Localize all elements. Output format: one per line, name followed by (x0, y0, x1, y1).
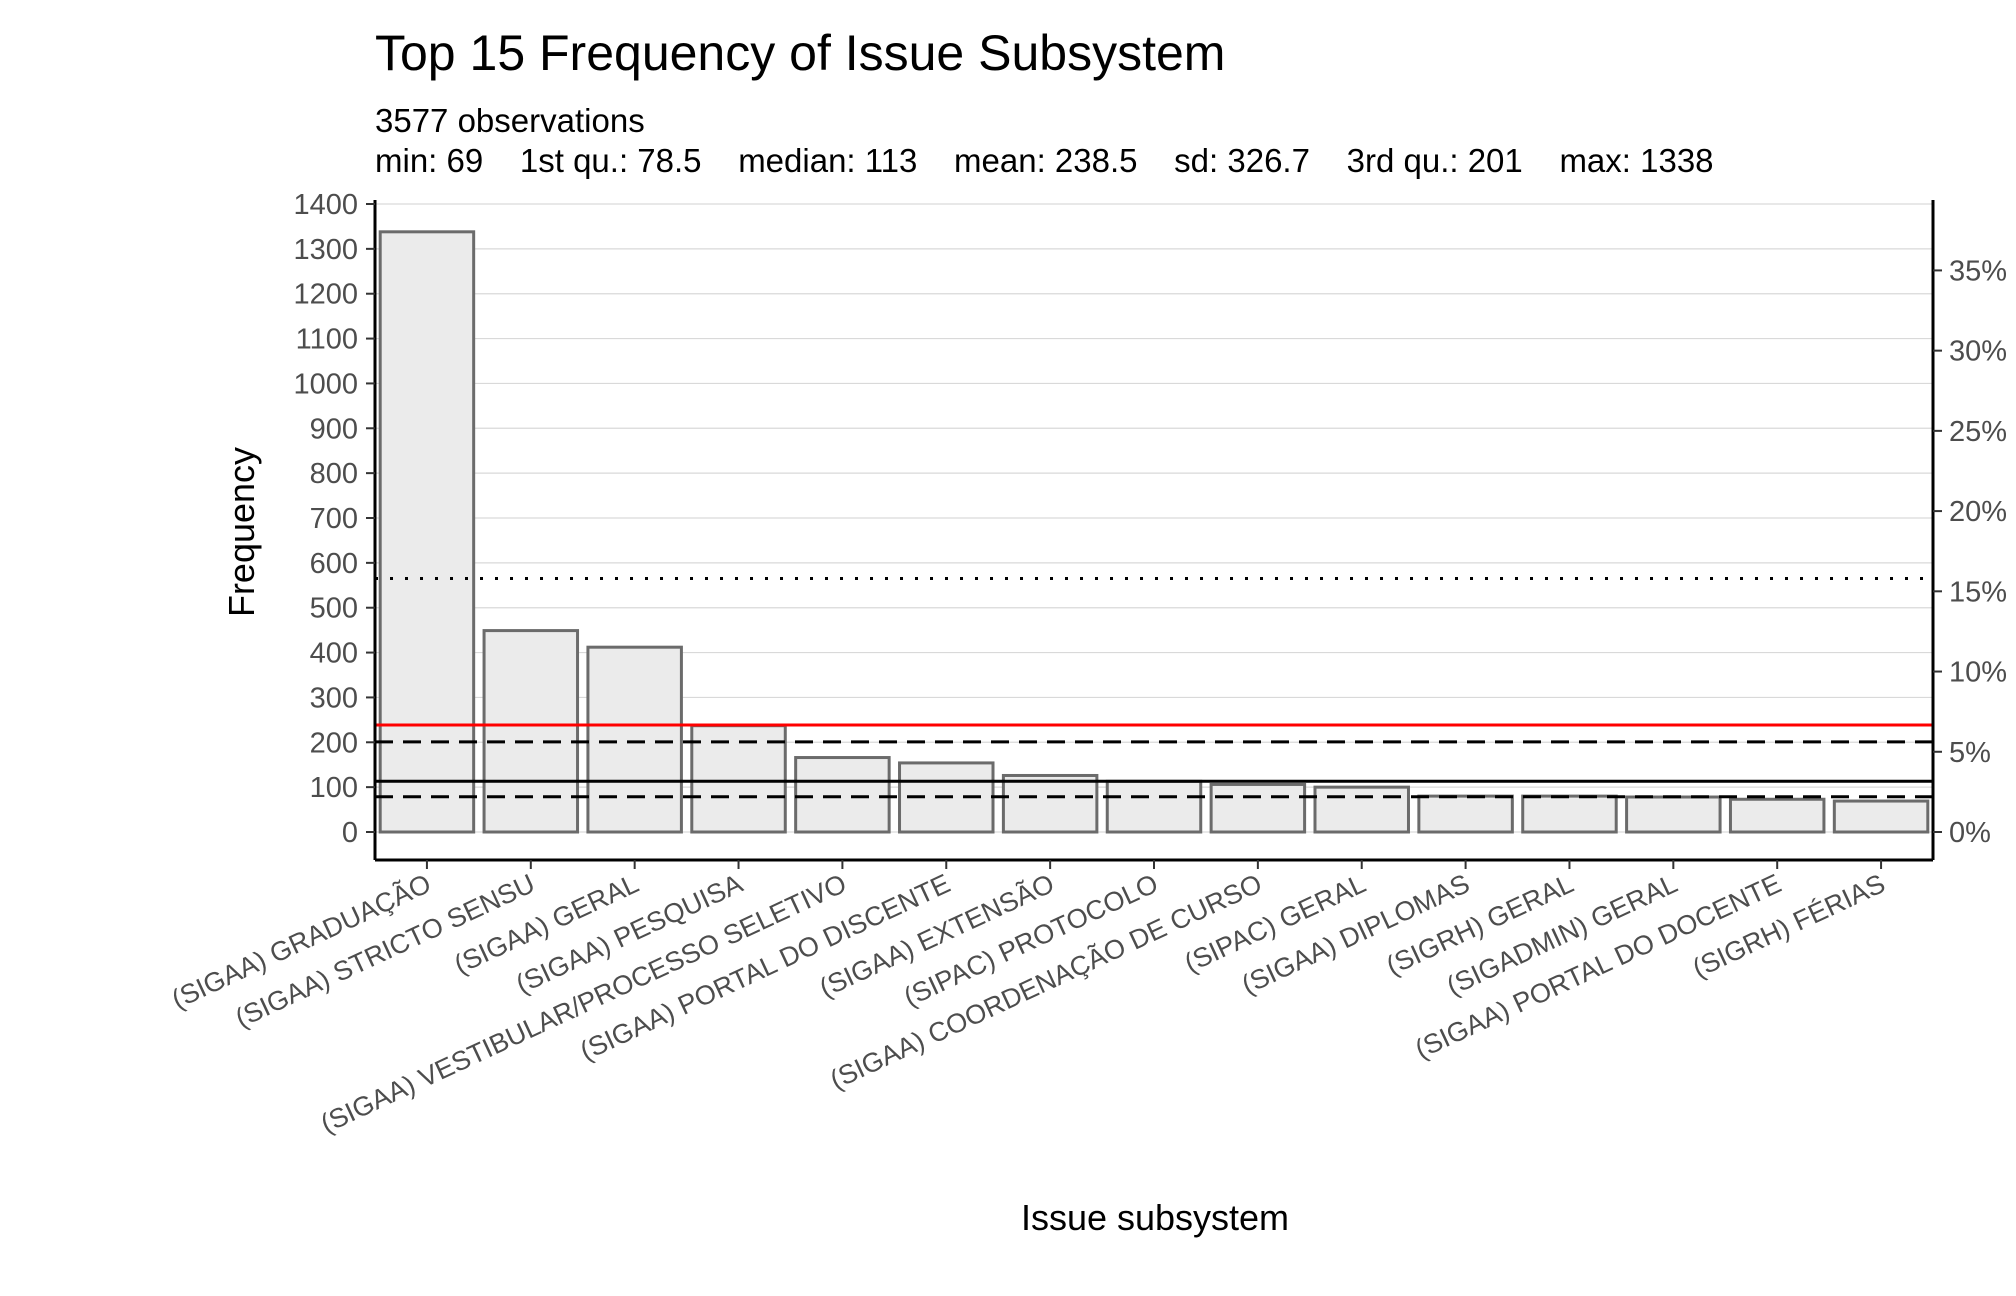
y-tick-label: 800 (310, 458, 358, 490)
bar (1521, 794, 1618, 834)
y-tick-label: 1400 (293, 189, 358, 221)
chart-subtitle-summary: min: 69 1st qu.: 78.5 median: 113 mean: … (375, 142, 1714, 179)
y-tick-label: 300 (310, 682, 358, 714)
x-axis-title: Issue subsystem (1021, 1197, 1289, 1238)
secondary-y-tick-label: 5% (1949, 737, 1991, 769)
y-tick-label: 400 (310, 638, 358, 670)
bar (690, 724, 787, 834)
bar (1209, 782, 1307, 834)
y-tick-label: 1000 (293, 368, 358, 400)
chart-title: Top 15 Frequency of Issue Subsystem (375, 25, 1225, 81)
y-tick-label: 1200 (293, 279, 358, 311)
bar (794, 756, 891, 834)
bar (586, 645, 683, 834)
secondary-y-tick-label: 20% (1949, 496, 2007, 528)
y-tick-label: 100 (310, 772, 358, 804)
bar (1105, 779, 1203, 834)
y-tick-label: 900 (310, 413, 358, 445)
secondary-y-tick-label: 30% (1949, 336, 2007, 368)
secondary-y-tick-label: 0% (1949, 817, 1991, 849)
bar (1832, 799, 1930, 834)
secondary-y-tick-label: 35% (1949, 255, 2007, 287)
y-tick-label: 700 (310, 503, 358, 535)
grid-lines (375, 203, 1933, 833)
bar (1625, 795, 1722, 834)
bar (1417, 794, 1514, 834)
secondary-y-tick-label: 15% (1949, 576, 2007, 608)
bar (1001, 773, 1099, 834)
secondary-y-tick-label: 25% (1949, 416, 2007, 448)
y-tick-label: 200 (310, 727, 358, 759)
y-tick-label: 1300 (293, 234, 358, 266)
x-tick-labels: (SIGAA) GRADUAÇÃO(SIGAA) STRICTO SENSU(S… (167, 860, 1890, 1139)
secondary-y-tick-labels: 0% 5% 10% 15% 20% 25% 30% 35% (1933, 255, 2007, 849)
y-tick-label: 0 (342, 817, 358, 849)
y-tick-label: 600 (310, 548, 358, 580)
bars (378, 230, 1930, 834)
y-tick-label: 500 (310, 593, 358, 625)
y-tick-labels: 0 100 200 300 400 500 600 700 800 900 1000 1100 1200… (293, 189, 375, 849)
bar (1728, 797, 1826, 834)
bar (378, 230, 476, 834)
chart-subtitle-observations: 3577 observations (375, 102, 645, 139)
reference-lines (375, 576, 1933, 799)
bar (482, 629, 580, 834)
y-axis-title: Frequency (221, 447, 262, 617)
y-tick-label: 1100 (296, 324, 358, 356)
bar (1313, 785, 1410, 834)
secondary-y-tick-label: 10% (1949, 657, 2007, 689)
